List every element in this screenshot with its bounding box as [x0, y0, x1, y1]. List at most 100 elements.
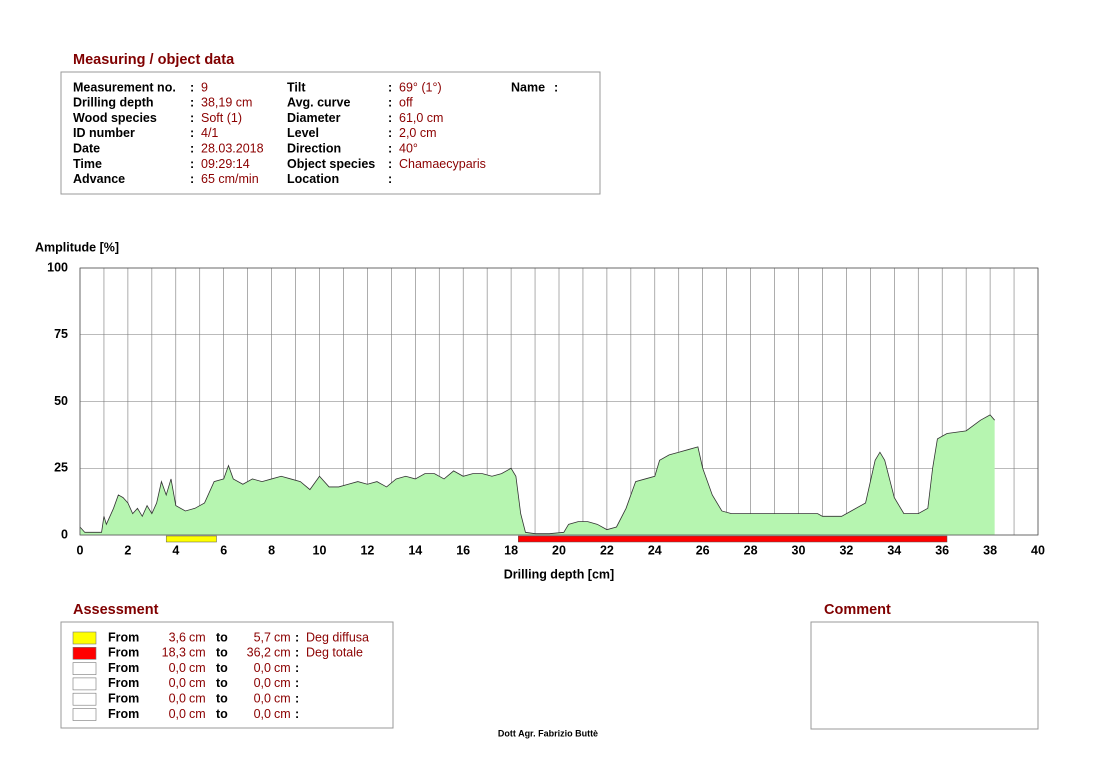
from-value: 0,0 — [169, 676, 186, 690]
swatch — [72, 692, 97, 706]
separator: : — [190, 172, 194, 186]
separator: : — [295, 661, 299, 675]
field-value: 61,0 cm — [399, 111, 443, 125]
from-value: 0,0 — [169, 691, 186, 705]
swatch — [72, 677, 97, 691]
section-title: Comment — [824, 602, 891, 618]
swatch — [72, 662, 97, 675]
field-value: 38,19 cm — [201, 96, 252, 110]
unit: cm — [189, 646, 206, 660]
y-tick-label: 75 — [54, 327, 68, 341]
from-label: From — [108, 707, 139, 721]
x-tick-label: 18 — [504, 543, 518, 557]
to-value: 0,0 — [254, 661, 271, 675]
field-label: Tilt — [287, 80, 306, 94]
field-value: Chamaecyparis — [399, 157, 486, 171]
separator: : — [554, 80, 558, 94]
to-label: to — [216, 676, 228, 690]
from-value: 0,0 — [169, 707, 186, 721]
x-tick-label: 12 — [360, 543, 374, 557]
assessment-range — [165, 535, 217, 543]
to-value: 0,0 — [254, 707, 271, 721]
to-label: to — [216, 661, 228, 675]
to-label: to — [216, 646, 228, 660]
unit: cm — [274, 661, 291, 675]
separator: : — [295, 691, 299, 705]
y-tick-label: 25 — [54, 461, 68, 475]
x-axis-title: Drilling depth [cm] — [504, 567, 614, 581]
field-label: ID number — [73, 126, 135, 140]
unit: cm — [274, 691, 291, 705]
y-axis-title: Amplitude [%] — [35, 240, 119, 254]
to-label: to — [216, 630, 228, 644]
field-label: Name — [511, 80, 545, 94]
from-value: 3,6 — [169, 630, 186, 644]
unit: cm — [274, 646, 291, 660]
from-label: From — [108, 691, 139, 705]
field-value: off — [399, 96, 413, 110]
comment-box — [810, 621, 1039, 730]
swatch — [72, 708, 97, 721]
to-label: to — [216, 707, 228, 721]
x-tick-label: 22 — [600, 543, 614, 557]
separator: : — [190, 80, 194, 94]
unit: cm — [274, 707, 291, 721]
separator: : — [388, 126, 392, 140]
x-tick-label: 36 — [935, 543, 949, 557]
x-tick-label: 8 — [268, 543, 275, 557]
field-label: Direction — [287, 141, 341, 155]
section-title: Assessment — [73, 602, 159, 618]
unit: cm — [189, 707, 206, 721]
field-label: Level — [287, 126, 319, 140]
x-tick-label: 4 — [172, 543, 179, 557]
from-value: 0,0 — [169, 661, 186, 675]
separator: : — [190, 126, 194, 140]
separator: : — [388, 157, 392, 171]
x-tick-label: 14 — [408, 543, 422, 557]
separator: : — [388, 96, 392, 110]
separator: : — [388, 111, 392, 125]
field-label: Diameter — [287, 111, 341, 125]
from-label: From — [108, 676, 139, 690]
separator: : — [295, 676, 299, 690]
separator: : — [295, 646, 299, 660]
x-tick-label: 20 — [552, 543, 566, 557]
unit: cm — [189, 676, 206, 690]
x-tick-label: 16 — [456, 543, 470, 557]
separator: : — [388, 80, 392, 94]
field-value: 9 — [201, 80, 208, 94]
field-value: 40° — [399, 141, 418, 155]
from-value: 18,3 — [162, 646, 186, 660]
x-tick-label: 24 — [648, 543, 662, 557]
data-box — [60, 71, 601, 195]
field-label: Time — [73, 157, 102, 171]
x-tick-label: 34 — [887, 543, 901, 557]
field-label: Drilling depth — [73, 96, 154, 110]
to-value: 36,2 — [247, 646, 271, 660]
separator: : — [190, 141, 194, 155]
separator: : — [295, 630, 299, 644]
unit: cm — [189, 691, 206, 705]
from-label: From — [108, 661, 139, 675]
y-tick-label: 50 — [54, 394, 68, 408]
field-label: Avg. curve — [287, 96, 351, 110]
x-tick-label: 28 — [744, 543, 758, 557]
assessment-text: Deg diffusa — [306, 630, 369, 644]
field-value: 09:29:14 — [201, 157, 250, 171]
x-tick-label: 32 — [839, 543, 853, 557]
field-value: 2,0 cm — [399, 126, 437, 140]
swatch — [72, 646, 97, 660]
separator: : — [295, 707, 299, 721]
y-tick-label: 0 — [61, 527, 68, 541]
x-tick-label: 6 — [220, 543, 227, 557]
x-tick-label: 30 — [792, 543, 806, 557]
unit: cm — [274, 676, 291, 690]
plot-frame — [79, 267, 1039, 536]
x-tick-label: 40 — [1031, 543, 1045, 557]
separator: : — [388, 172, 392, 186]
to-label: to — [216, 691, 228, 705]
assessment-text: Deg totale — [306, 646, 363, 660]
field-label: Date — [73, 141, 100, 155]
field-label: Measurement no. — [73, 80, 176, 94]
